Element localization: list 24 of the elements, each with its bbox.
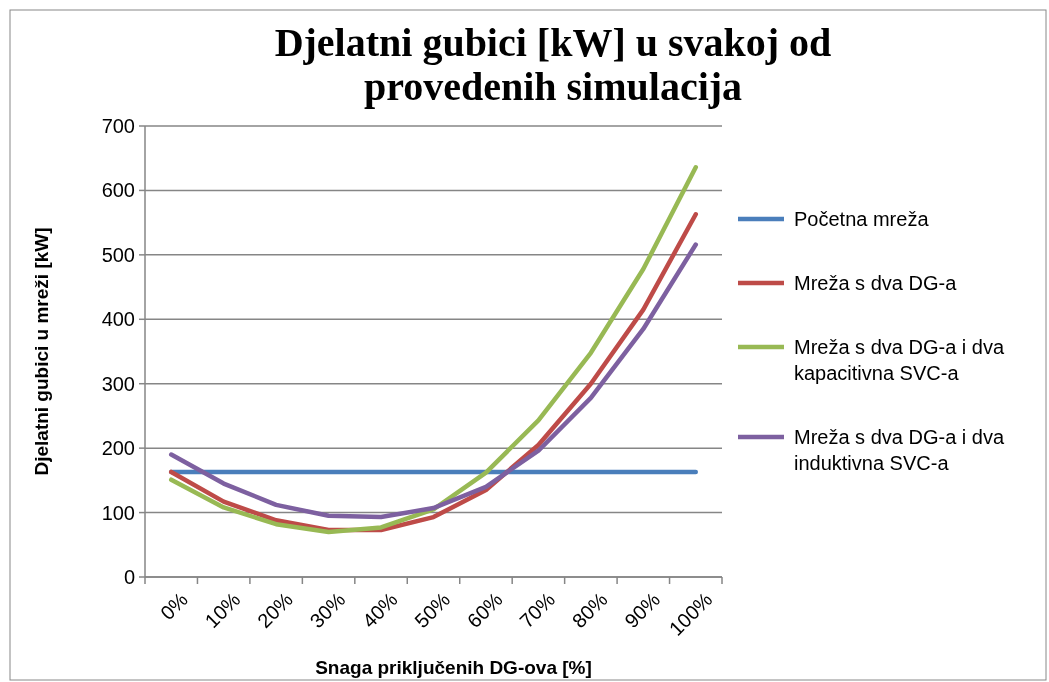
chart-title: Djelatni gubici [kW] u svakoj od provedenih simulacija — [274, 20, 832, 109]
y-tick-label: 700 — [101, 115, 135, 137]
legend-label: Mreža s dva DG-a i dva induktivna SVC-a — [794, 426, 1005, 474]
x-tick-label: 90% — [620, 588, 665, 633]
x-axis-title: Snaga priključenih DG-ova [%] — [315, 657, 592, 678]
y-tick-label: 400 — [101, 308, 135, 331]
y-tick-label: 500 — [101, 243, 135, 266]
x-tick-label: 60% — [462, 588, 507, 633]
y-axis-title: Djelatni gubici u mreži [kW] — [31, 227, 52, 476]
legend-label: Početna mreža — [794, 208, 930, 230]
legend-label: Mreža s dva DG-a — [794, 272, 958, 294]
x-tick-label: 10% — [200, 588, 245, 633]
x-tick-label: 0% — [155, 588, 193, 625]
y-tick-label: 100 — [101, 501, 135, 524]
x-tick-label: 80% — [567, 588, 612, 633]
x-tick-label: 70% — [515, 588, 560, 633]
y-tick-label: 600 — [101, 179, 135, 202]
legend-label: Mreža s dva DG-a i dva kapacitivna SVC-a — [794, 336, 1005, 384]
x-tick-label: 30% — [305, 588, 350, 633]
x-tick-label: 40% — [357, 588, 402, 633]
y-tick-label: 200 — [101, 437, 135, 460]
y-tick-label: 0 — [123, 566, 135, 588]
y-tick-label: 300 — [101, 372, 135, 395]
x-tick-label: 50% — [410, 588, 455, 633]
